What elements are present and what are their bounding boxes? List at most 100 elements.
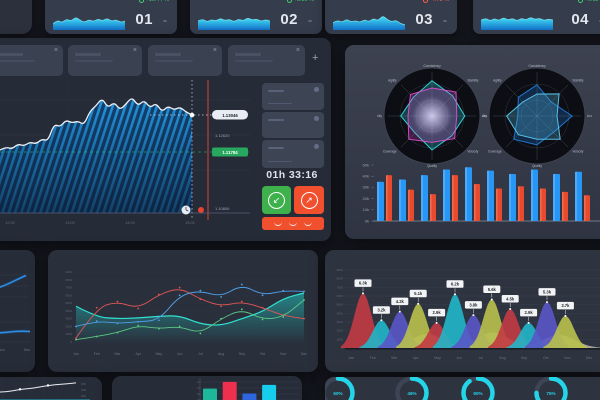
order-status-icon	[314, 87, 319, 92]
bottom-mid-panel	[112, 376, 302, 400]
svg-text:5.6k: 5.6k	[488, 287, 497, 292]
bottom-left-panel	[0, 377, 102, 400]
svg-text:60%: 60%	[333, 391, 342, 396]
change-badge: -4.78 %	[423, 0, 449, 3]
mini-line-chart	[0, 264, 28, 308]
order-card[interactable]	[262, 140, 324, 168]
svg-text:75%: 75%	[546, 391, 555, 396]
svg-text:4000: 4000	[65, 309, 72, 313]
arrow-down-left-icon: ↙	[268, 191, 285, 209]
svg-text:0k: 0k	[365, 218, 369, 223]
svg-text:Nov: Nov	[280, 352, 286, 356]
svg-text:5000: 5000	[336, 303, 343, 307]
close-icon[interactable]: ×	[212, 47, 217, 54]
change-badge: +10.44 %	[138, 0, 169, 3]
svg-text:2000: 2000	[65, 324, 72, 328]
svg-text:Velocity: Velocity	[572, 149, 583, 153]
stat-card-number: 02	[280, 11, 298, 28]
svg-text:Capacity: Capacity	[377, 114, 382, 118]
stat-card-number: 01	[135, 11, 153, 28]
instrument-tab[interactable]: ×	[148, 45, 222, 76]
price-chart: 1.13046 1.12620 1.11784 1.10806 12:00 13:00 14…	[0, 80, 250, 230]
svg-text:Mar: Mar	[391, 356, 398, 360]
svg-text:3.7k: 3.7k	[561, 303, 570, 308]
svg-text:Aug: Aug	[499, 356, 505, 360]
stat-card[interactable]: 02 +8.36 %	[190, 0, 322, 34]
monthly-lines-panel: 9000 8000 7000 6000 5000 4000 3000 2000 1000 0 Jan…	[48, 250, 318, 372]
order-card[interactable]	[262, 83, 324, 110]
svg-text:Jul: Jul	[479, 356, 484, 360]
trading-panel: × × × × + 1.13046 1.12620 1.11784 1.10806 12…	[0, 38, 331, 241]
svg-text:Feb: Feb	[370, 356, 376, 360]
svg-text:2.9k: 2.9k	[433, 310, 442, 315]
gauges-panel: 60% 46% 90% 75%	[325, 377, 600, 400]
svg-text:10k: 10k	[363, 207, 369, 212]
svg-text:Apr: Apr	[413, 356, 419, 360]
close-icon[interactable]: ×	[295, 47, 300, 54]
trend-up-icon	[577, 0, 583, 3]
svg-text:May: May	[156, 352, 163, 356]
svg-text:6.2k: 6.2k	[451, 282, 460, 287]
svg-text:3.8k: 3.8k	[469, 302, 478, 307]
alert-strip[interactable]	[262, 217, 324, 230]
mini-bar-chart	[192, 378, 302, 400]
svg-text:Dec: Dec	[24, 348, 30, 352]
svg-text:0: 0	[70, 340, 72, 344]
green-trade-button[interactable]: ↙	[262, 186, 291, 214]
svg-text:Jun: Jun	[456, 356, 462, 360]
trend-down-icon	[423, 0, 429, 3]
svg-text:5000: 5000	[65, 301, 72, 305]
instrument-tab[interactable]: ×	[228, 45, 305, 76]
change-badge: +8.36 %	[286, 0, 314, 3]
svg-text:1.12620: 1.12620	[215, 133, 230, 138]
sparkline-chart	[53, 12, 125, 30]
svg-text:6000: 6000	[336, 294, 343, 298]
mini-line-chart	[0, 379, 90, 400]
gauge-ring: 46%	[394, 377, 430, 400]
close-icon[interactable]: ×	[53, 47, 58, 54]
svg-text:6.3k: 6.3k	[359, 281, 368, 286]
order-card[interactable]	[262, 112, 324, 138]
svg-text:8000: 8000	[65, 278, 72, 282]
svg-text:Oct: Oct	[260, 352, 265, 356]
svg-text:3.2k: 3.2k	[377, 308, 386, 313]
stat-card[interactable]: 03 -4.78 %	[325, 0, 457, 34]
stat-card[interactable]: 04 +6.12 %	[473, 0, 600, 34]
order-status-icon	[314, 144, 319, 149]
svg-text:4000: 4000	[336, 311, 343, 315]
close-icon[interactable]: ×	[132, 47, 137, 54]
svg-text:Nov: Nov	[564, 356, 570, 360]
red-trade-button[interactable]: ↗	[294, 186, 324, 214]
radar-chart-right: Consistency Stability Accuracy Velocity Qual…	[482, 61, 592, 171]
svg-text:6000: 6000	[65, 293, 72, 297]
svg-text:50k: 50k	[363, 162, 369, 167]
svg-text:Feb: Feb	[94, 352, 100, 356]
svg-text:Accuracy: Accuracy	[482, 114, 487, 118]
svg-text:Jun: Jun	[177, 352, 183, 356]
svg-text:Accuracy: Accuracy	[587, 114, 592, 118]
instrument-tab[interactable]: ×	[68, 45, 142, 76]
stat-card-number: 03	[415, 11, 433, 28]
svg-text:Velocity: Velocity	[467, 149, 478, 153]
svg-text:20k: 20k	[363, 196, 369, 201]
svg-text:7000: 7000	[65, 286, 72, 290]
svg-text:1.11784: 1.11784	[222, 150, 238, 155]
add-tab-icon[interactable]: +	[312, 52, 319, 64]
distribution-panel: 9000800070006000500040003000200010000Jan…	[325, 250, 600, 372]
svg-text:Stability: Stability	[467, 79, 479, 83]
svg-text:30k: 30k	[363, 185, 369, 190]
svg-text:Agility: Agility	[388, 79, 397, 83]
svg-text:9000: 9000	[65, 270, 72, 274]
sparkline-chart	[481, 12, 553, 30]
sparkline-chart	[198, 12, 270, 30]
arrow-up-right-icon: ↗	[300, 191, 318, 209]
svg-text:Capacity: Capacity	[482, 114, 487, 118]
radar-chart-left: Consistency Stability Accuracy Velocity Qual…	[377, 61, 487, 171]
gauge-ring: 75%	[533, 377, 569, 400]
instrument-tab[interactable]: ×	[0, 45, 63, 76]
svg-text:Agility: Agility	[493, 79, 502, 83]
svg-text:Jan: Jan	[348, 356, 354, 360]
svg-text:2000: 2000	[336, 329, 343, 333]
stat-card[interactable]: 01 +10.44 %	[45, 0, 177, 34]
